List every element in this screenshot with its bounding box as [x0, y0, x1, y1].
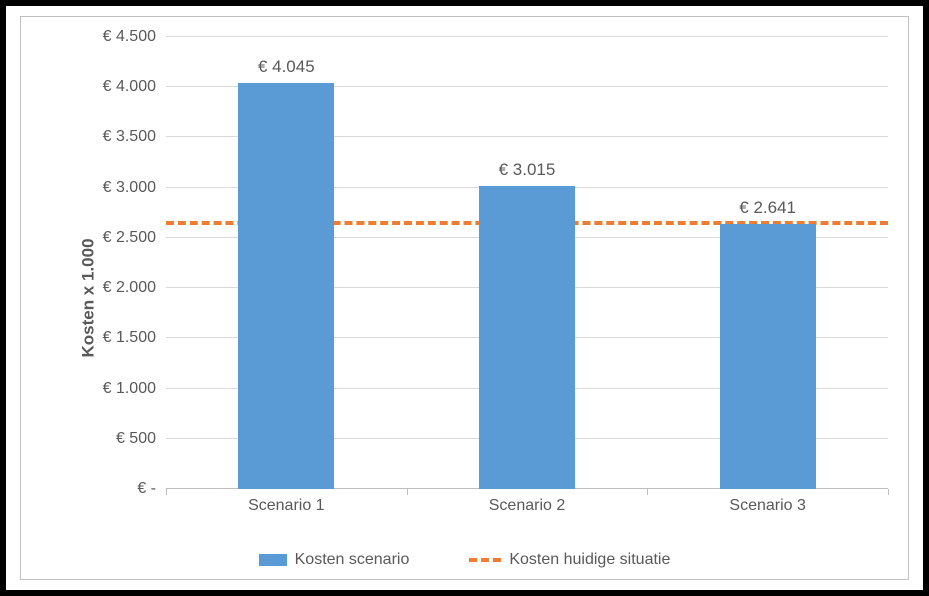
x-tick-mark	[647, 489, 648, 495]
legend-swatch-bar	[259, 554, 287, 566]
bar-value-label: € 4.045	[258, 57, 315, 77]
y-tick-label: € 3.500	[103, 128, 156, 146]
bar-value-label: € 2.641	[739, 198, 796, 218]
bar: € 3.015	[479, 186, 575, 489]
legend-swatch-line	[469, 558, 501, 562]
chart-frame: Kosten x 1.000 € -€ 500€ 1.000€ 1.500€ 2…	[0, 0, 929, 596]
legend-item-bar: Kosten scenario	[259, 551, 410, 569]
x-tick-label: Scenario 3	[729, 497, 806, 515]
plot-area: € -€ 500€ 1.000€ 1.500€ 2.000€ 2.500€ 3.…	[166, 37, 888, 489]
y-tick-label: € 3.000	[103, 179, 156, 197]
x-tick-label: Scenario 1	[248, 497, 325, 515]
y-tick-label: € 1.500	[103, 329, 156, 347]
y-tick-label: € 2.500	[103, 229, 156, 247]
y-tick-label: € 4.500	[103, 28, 156, 46]
x-tick-label: Scenario 2	[489, 497, 566, 515]
bar: € 2.641	[720, 224, 816, 489]
bar-value-label: € 3.015	[499, 160, 556, 180]
y-tick-label: € 4.000	[103, 78, 156, 96]
x-tick-mark	[407, 489, 408, 495]
chart-container: Kosten x 1.000 € -€ 500€ 1.000€ 1.500€ 2…	[20, 16, 909, 580]
y-tick-label: € 1.000	[103, 380, 156, 398]
y-tick-label: € 500	[116, 430, 156, 448]
y-tick-label: € -	[137, 480, 156, 498]
x-tick-mark	[888, 489, 889, 495]
legend: Kosten scenario Kosten huidige situatie	[21, 551, 908, 569]
y-axis-label: Kosten x 1.000	[79, 238, 99, 357]
bar: € 4.045	[238, 83, 334, 489]
legend-label-line: Kosten huidige situatie	[509, 551, 670, 569]
grid-line	[166, 36, 888, 37]
x-tick-mark	[166, 489, 167, 495]
legend-label-bar: Kosten scenario	[295, 551, 410, 569]
y-tick-label: € 2.000	[103, 279, 156, 297]
legend-item-line: Kosten huidige situatie	[469, 551, 670, 569]
